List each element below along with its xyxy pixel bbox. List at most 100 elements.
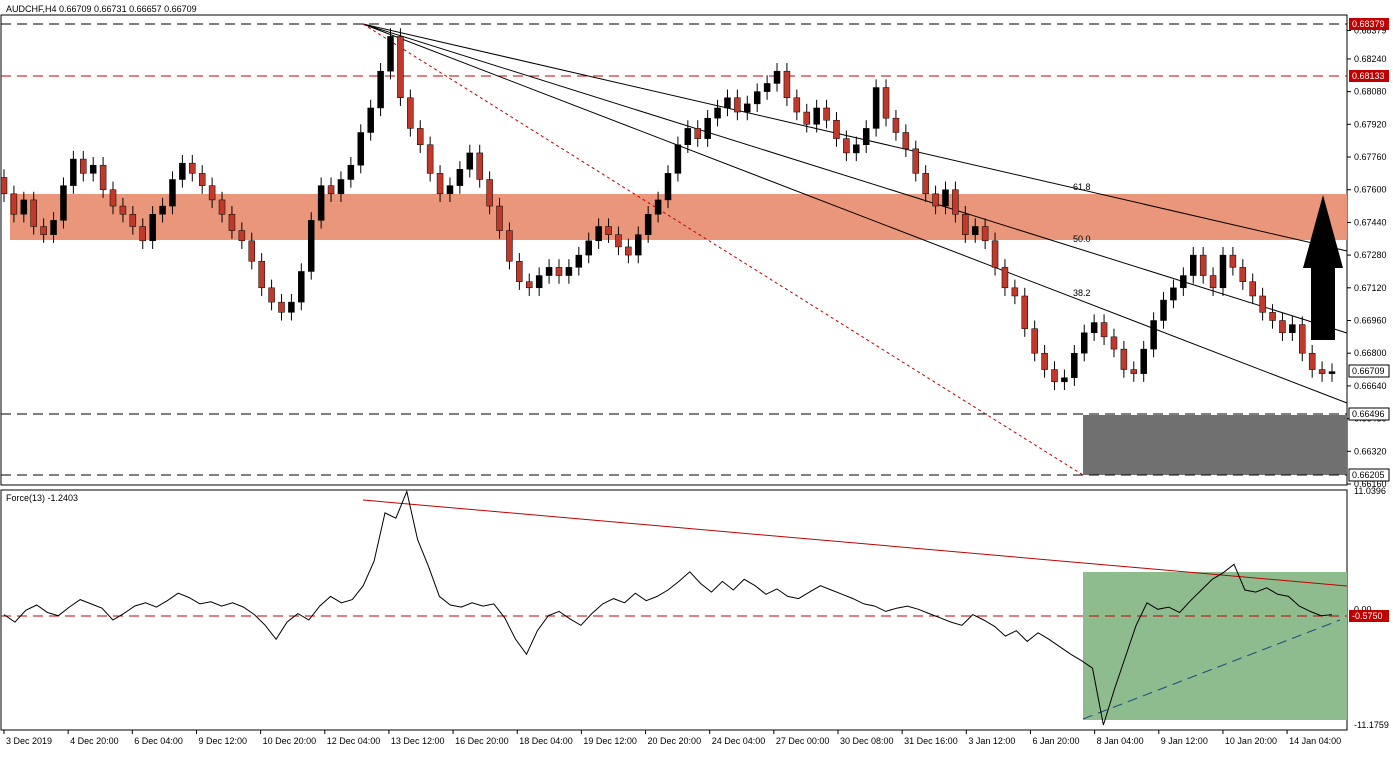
candle-up	[298, 271, 305, 303]
main-title: AUDCHF,H4 0.66709 0.66731 0.66657 0.6670…	[6, 4, 197, 14]
candle-up	[1140, 348, 1147, 374]
candle-up	[1170, 287, 1177, 301]
time-axis-label: 3 Jan 12:00	[968, 736, 1015, 746]
force-axis-label: 11.0396	[1354, 486, 1386, 496]
resistance-zone	[10, 194, 1347, 240]
price-axis-label: 0.68379	[1354, 26, 1387, 36]
candle-down	[426, 144, 434, 174]
candle-up	[753, 91, 761, 105]
candle-up	[347, 164, 355, 180]
candle-up	[1289, 324, 1296, 334]
candle-up	[853, 144, 860, 154]
candle-up	[1160, 299, 1167, 321]
candle-up	[545, 267, 553, 276]
time-axis-label: 18 Dec 04:00	[519, 736, 573, 746]
candle-down	[843, 138, 850, 154]
candle-down	[1229, 254, 1237, 268]
candle-down	[516, 260, 523, 282]
time-axis-label: 31 Dec 16:00	[904, 736, 958, 746]
candle-down	[327, 185, 335, 195]
candle-up	[70, 158, 77, 186]
candle-up	[1150, 320, 1157, 350]
candle-up	[644, 213, 652, 235]
force-axis: 11.0396 0.00 -11.1759	[1354, 486, 1389, 730]
candle-down	[932, 193, 939, 207]
candle-down	[793, 97, 801, 113]
candle-down	[1051, 369, 1058, 383]
candle-down	[218, 199, 226, 215]
price-axis-label: 0.66640	[1354, 381, 1387, 391]
candle-up	[1328, 371, 1336, 374]
candle-up	[159, 205, 166, 215]
candle-up	[377, 70, 384, 109]
candle-down	[1130, 369, 1138, 374]
time-axis-label: 8 Jan 04:00	[1097, 736, 1144, 746]
time-axis-label: 20 Dec 20:00	[648, 736, 702, 746]
fib-label-382: 38.2	[1073, 288, 1091, 298]
candle-up	[763, 83, 771, 92]
price-tag-s1: 0.66496	[1348, 407, 1390, 421]
candle-up	[50, 220, 57, 235]
price-tag-r2: 0.68133	[1349, 70, 1389, 82]
candle-down	[1011, 287, 1019, 297]
candle-up	[595, 226, 602, 242]
price-axis-label: 0.66800	[1354, 348, 1387, 358]
time-axis-label: 24 Dec 04:00	[712, 736, 766, 746]
force-resistance-trendline	[362, 499, 1348, 587]
price-axis-label: 0.67920	[1354, 119, 1387, 129]
time-axis-label: 12 Dec 04:00	[327, 736, 381, 746]
candle-down	[268, 287, 275, 303]
candle-down	[882, 87, 890, 119]
candle-down	[694, 128, 701, 139]
candle-down	[902, 132, 910, 150]
candle-up	[575, 254, 583, 268]
candle-down	[892, 117, 900, 133]
candle-up	[367, 107, 374, 133]
candle-up	[307, 220, 315, 272]
time-axis-label: 9 Jan 12:00	[1161, 736, 1208, 746]
candle-down	[416, 128, 424, 146]
candle-up	[664, 173, 672, 201]
candle-up	[446, 185, 454, 195]
time-axis-label: 30 Dec 08:00	[840, 736, 894, 746]
price-axis-label: 0.67120	[1354, 283, 1387, 293]
fib-fan-618	[362, 23, 1348, 252]
time-axis-label: 6 Dec 04:00	[134, 736, 183, 746]
candle-up	[1080, 332, 1088, 354]
time-axis-label: 10 Dec 20:00	[263, 736, 317, 746]
candle-down	[1209, 275, 1217, 289]
candle-down	[1041, 352, 1048, 370]
candle-up	[654, 199, 662, 215]
candle-down	[248, 240, 256, 262]
svg-text:0.66205: 0.66205	[1352, 470, 1385, 480]
candle-down	[1239, 267, 1247, 282]
candle-up	[674, 144, 682, 174]
time-axis-label: 14 Jan 04:00	[1289, 736, 1341, 746]
candle-down	[1279, 320, 1286, 334]
force-axis-label: 0.00	[1354, 604, 1372, 614]
candle-down	[1269, 312, 1276, 321]
time-axis: 3 Dec 2019 4 Dec 20:00 6 Dec 04:00 9 Dec 12…	[3, 730, 1341, 746]
candle-down	[258, 260, 265, 289]
candle-down	[1100, 322, 1108, 338]
candle-down	[526, 281, 533, 289]
candle-down	[496, 205, 503, 231]
candle-up	[179, 162, 186, 180]
candle-up	[872, 87, 880, 129]
force-axis-label: -11.1759	[1354, 720, 1389, 730]
time-axis-label: 9 Dec 12:00	[198, 736, 247, 746]
candle-down	[981, 226, 989, 242]
candle-down	[238, 230, 246, 242]
time-axis-label: 4 Dec 20:00	[70, 736, 119, 746]
force-title: Force(13) -1.2403	[6, 493, 78, 503]
candle-down	[10, 193, 18, 215]
candle-down	[922, 173, 929, 195]
candle-up	[714, 107, 721, 119]
candle-up	[684, 128, 692, 146]
candle-up	[387, 36, 394, 72]
time-axis-label: 13 Dec 12:00	[391, 736, 445, 746]
candle-down	[952, 189, 959, 215]
time-axis-label: 6 Jan 20:00	[1032, 736, 1079, 746]
candle-down	[1110, 336, 1118, 350]
